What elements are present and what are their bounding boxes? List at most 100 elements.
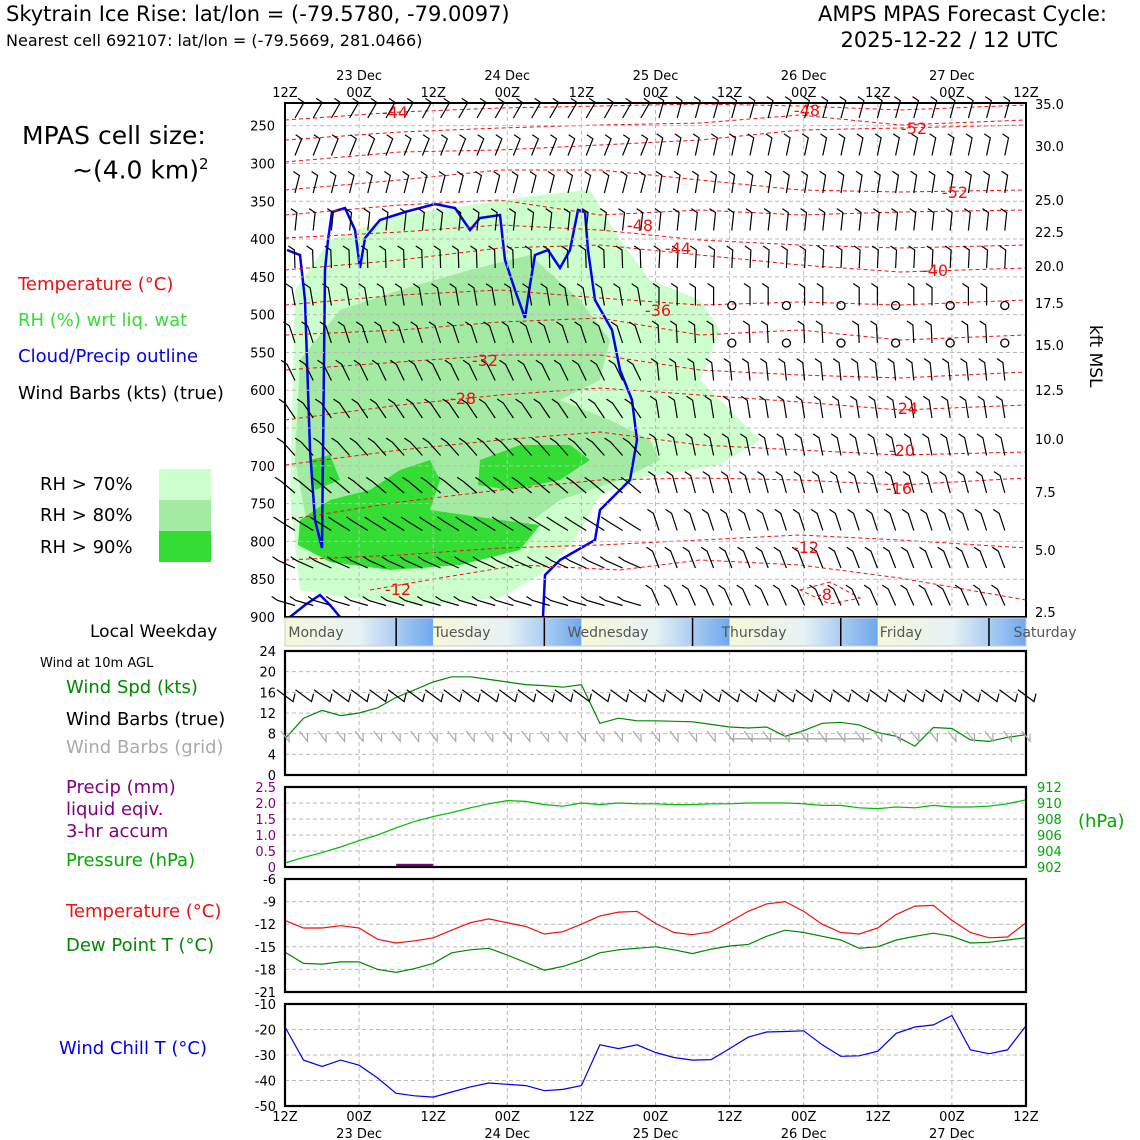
wind-barb [428,321,442,344]
wind-barb [330,134,339,156]
wind-barb [531,437,551,456]
wind-barb [912,96,920,119]
wind-barb [527,208,535,231]
wind-barb [475,476,496,494]
wind-barb [410,321,423,344]
grid-wind-barb [484,730,494,744]
wind-barb [563,208,571,231]
wind-barb [561,245,569,269]
weekday-segment [729,618,878,646]
top-time-tick: 00Z [346,86,372,101]
wind-barb [553,359,569,381]
wind-barb [276,437,296,456]
wind-barb [507,596,532,607]
wind-barb [763,208,771,231]
kft-tick-label: 30.0 [1035,140,1064,155]
precip-label-2: liquid eqiv. [66,799,164,820]
true-wind-barb [424,689,444,703]
wind-barb [456,171,464,194]
wind-barb [927,208,935,231]
wind-barb [902,471,915,494]
wind-barb [290,208,298,231]
wind-barb [810,508,824,531]
wind-barb [965,133,973,156]
wind-barb [298,359,314,381]
wind-barb [347,171,355,194]
wind-barb [886,395,897,419]
wind-barb [347,476,369,494]
wind-barb [360,245,369,269]
wind-barb [837,170,845,194]
wind-barb [451,245,460,269]
wind-barb [556,321,569,344]
wind-barb [846,546,860,569]
wind-barb [551,398,569,419]
wind-barb [529,171,537,194]
wind-barb [436,556,460,569]
wind-barb [667,433,678,456]
bottom-time-tick: 12Z [420,1110,446,1125]
true-wind-barb [887,689,907,703]
bottom-time-tick: 00Z [939,1110,965,1125]
wind-barb [540,283,551,306]
pressure-tick-label: 700 [250,460,275,475]
true-wind-barb [295,689,315,703]
panel-y-tick: 4 [268,748,276,763]
true-wind-barb [980,689,1000,703]
wind-barb [930,96,938,119]
pressure-tick-label: 750 [250,498,275,513]
wind-barb [905,358,915,381]
wind-barb [649,395,660,419]
wind-barb [1001,170,1009,194]
wind-barb [342,245,351,269]
wind-barb [1003,96,1011,119]
wind-barb [977,395,988,419]
wind-barb [312,134,321,156]
wind-barb [476,134,485,156]
bottom-date-label: 27 Dec [929,1127,975,1140]
grid-wind-barb [688,730,698,744]
legend-rh90-swatch [159,531,211,562]
true-wind-barb [628,689,648,703]
kft-tick-label: 15.0 [1035,339,1064,354]
wind-barb [311,476,332,494]
wind-barb [819,170,827,194]
wind-barb [850,395,860,419]
wind-barb [420,171,428,194]
legend-rh80-swatch [159,500,211,531]
wind-barb [708,245,716,269]
wind-barb [483,321,496,344]
wind-barb [739,433,751,456]
wind-barb [832,358,842,381]
grid-wind-barb [1021,730,1031,744]
wind-barb [576,283,587,306]
true-wind-barb [758,689,778,703]
wind-barb [780,245,788,269]
wind-barb [503,283,514,306]
wind-barb [759,395,769,419]
wind-barb [685,433,696,456]
nearest-cell-info: Nearest cell 692107: lat/lon = (-79.5669… [6,31,423,50]
wind-barb [371,359,387,381]
grid-wind-barb [391,730,401,744]
panel-y-tick: 0.5 [255,845,276,860]
wind-barb [756,508,769,531]
wind-barb [398,596,423,607]
temperature-panel-frame [283,877,1028,994]
wind-barb [882,546,897,569]
wind-barb [508,208,516,231]
wind-barb [453,596,478,607]
wind-barb [613,283,624,306]
pressure-tick: 906 [1037,829,1062,844]
wind-barb [403,134,412,156]
grid-wind-barb [428,730,438,744]
temperature-contour-label: -52 [942,183,968,202]
wind-barb [675,96,683,119]
wind-barb [473,516,496,532]
wind-barb [472,556,496,569]
wind-barb [598,596,623,607]
panel-y-tick: -15 [255,941,276,956]
wind-barb [682,546,696,569]
wind-barb [729,133,737,156]
wind-barb [571,359,587,381]
